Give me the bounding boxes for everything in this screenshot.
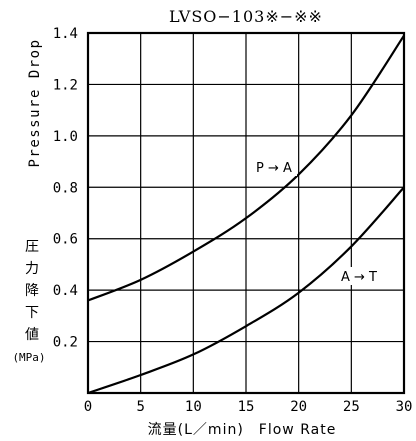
series-label-p-to-a-bg — [251, 158, 297, 176]
y-tick-label: 1.2 — [53, 77, 78, 93]
series-label-a-to-t: A → T — [341, 270, 377, 285]
y-axis-label-jp-char: 圧 — [25, 239, 39, 255]
x-tick-label: 0 — [84, 399, 92, 415]
curve-a-to-t — [87, 186, 405, 395]
x-tick-label: 30 — [396, 399, 413, 415]
y-axis-label-jp-char: 力 — [25, 261, 39, 277]
series-label-p-to-a: P → A — [256, 161, 292, 176]
y-axis-label-en: Pressure Drop — [27, 38, 43, 167]
y-axis-label-jp-char: 下 — [25, 305, 39, 321]
y-tick-label: 1.0 — [53, 129, 78, 145]
x-tick-label: 20 — [290, 399, 307, 415]
y-tick-label: 0.6 — [53, 232, 78, 248]
y-tick-label: 0.2 — [53, 335, 78, 351]
y-tick-label: 0.8 — [53, 180, 78, 196]
grid — [88, 33, 404, 393]
y-tick-label: 0.4 — [53, 283, 78, 299]
x-tick-label: 15 — [238, 399, 255, 415]
x-tick-label: 5 — [136, 399, 144, 415]
y-axis-label-jp-char: 値 — [25, 327, 39, 343]
curve-p-to-a — [87, 34, 405, 302]
x-tick-label: 25 — [343, 399, 360, 415]
y-axis-label-jp: 圧 力 降 下 値 — [25, 239, 39, 343]
x-axis-label: 流量(L／min) Flow Rate — [148, 422, 337, 438]
series-labels: P → A A → T — [251, 158, 382, 285]
y-axis-label-jp-char: 降 — [25, 283, 39, 299]
x-tick-label: 10 — [185, 399, 202, 415]
y-axis-unit: (MPa) — [12, 351, 45, 364]
series-label-a-to-t-bg — [336, 267, 382, 285]
plot-frame — [86, 31, 406, 395]
chart-title: LVSO−103※−※※ — [169, 7, 323, 26]
curves — [87, 34, 405, 395]
y-tick-label: 1.4 — [53, 26, 78, 42]
tick-labels: 0 5 10 15 20 25 30 0.2 0.4 0.6 0.8 1.0 1.2 1.4 — [53, 26, 413, 415]
